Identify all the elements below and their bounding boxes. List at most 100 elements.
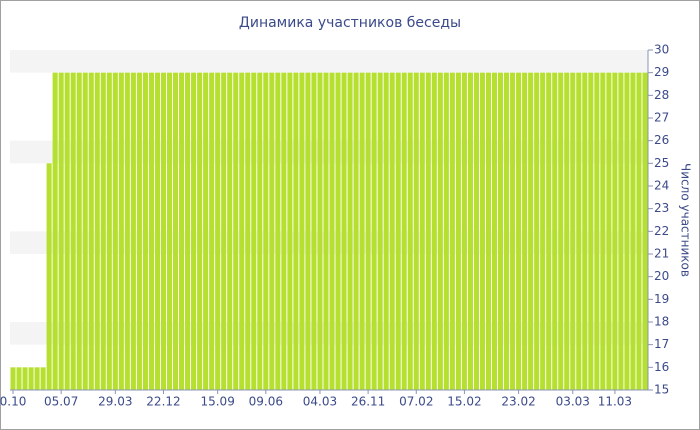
bar <box>425 72 431 391</box>
y-axis-label: Число участников <box>679 163 693 277</box>
y-tick-label: 25 <box>654 156 669 170</box>
bar <box>335 72 341 391</box>
bar <box>341 72 347 391</box>
bar <box>522 72 528 391</box>
bar <box>233 72 239 391</box>
x-tick-label: 26.11 <box>351 395 385 409</box>
x-tick-label: 23.02 <box>501 395 535 409</box>
y-tick-label: 18 <box>654 315 669 329</box>
y-tick-label: 28 <box>654 88 669 102</box>
bar <box>413 72 419 391</box>
bar <box>76 72 82 391</box>
bar <box>148 72 154 391</box>
bar <box>293 72 299 391</box>
bar <box>498 72 504 391</box>
bar <box>46 163 52 390</box>
bar <box>58 72 64 391</box>
bar <box>395 72 401 391</box>
bar <box>94 72 100 391</box>
bar <box>323 72 329 391</box>
bar <box>203 72 209 391</box>
bar <box>437 72 443 391</box>
bar <box>371 72 377 391</box>
bar <box>516 72 522 391</box>
x-tick-label: 15.09 <box>200 395 234 409</box>
bar <box>172 72 179 391</box>
bar <box>317 72 323 391</box>
bar <box>443 72 449 391</box>
bar <box>227 72 233 391</box>
bar <box>239 72 245 391</box>
bar <box>624 72 630 391</box>
bar <box>504 72 510 391</box>
bar <box>491 72 498 391</box>
bar <box>257 72 263 391</box>
bar <box>215 72 221 391</box>
x-tick-label: 11.03 <box>598 395 632 409</box>
bar <box>118 72 124 391</box>
bar <box>546 72 552 391</box>
bar <box>383 72 389 391</box>
bar <box>528 72 534 391</box>
bar <box>401 72 407 391</box>
bar <box>570 72 576 391</box>
bar <box>534 72 540 391</box>
x-tick-label: 04.03 <box>303 395 337 409</box>
bar <box>154 72 160 391</box>
bar <box>461 72 467 391</box>
bar <box>100 72 106 391</box>
bar <box>269 72 275 391</box>
x-tick-label: 22.12 <box>146 395 180 409</box>
y-tick-label: 30 <box>654 43 669 57</box>
bar <box>185 72 191 391</box>
bar <box>221 72 227 391</box>
bar <box>359 72 365 391</box>
bar <box>88 72 94 391</box>
bar <box>606 72 612 391</box>
bar <box>636 72 642 391</box>
bar <box>191 72 197 391</box>
y-tick-label: 27 <box>654 111 669 125</box>
bar <box>287 72 293 391</box>
bar <box>179 72 185 391</box>
y-tick-label: 23 <box>654 201 669 215</box>
bar <box>467 72 473 391</box>
y-tick-label: 17 <box>654 337 669 351</box>
bar <box>449 72 455 391</box>
x-tick-label: 09.06 <box>249 395 283 409</box>
bar <box>136 72 142 391</box>
x-tick-label: 0.10 <box>0 395 26 409</box>
bar <box>419 72 425 391</box>
y-tick-label: 16 <box>654 360 669 374</box>
chart-title: Динамика участников беседы <box>239 15 461 31</box>
bar <box>64 72 70 391</box>
x-tick-label: 29.03 <box>98 395 132 409</box>
bar <box>377 72 383 391</box>
bar <box>600 72 606 391</box>
bar <box>564 72 570 391</box>
bar <box>22 367 28 390</box>
bar <box>28 367 34 390</box>
bar <box>70 72 76 391</box>
bar <box>142 72 148 391</box>
y-tick-label: 20 <box>654 269 669 283</box>
bar <box>630 72 636 391</box>
bar <box>431 72 437 391</box>
bar <box>160 72 167 391</box>
y-tick-label: 21 <box>654 247 669 261</box>
bar <box>275 72 281 391</box>
bar <box>389 72 395 391</box>
bar <box>582 72 588 391</box>
bar <box>347 72 353 391</box>
bar <box>106 72 112 391</box>
bar <box>263 72 269 391</box>
bar <box>365 72 371 391</box>
y-tick-label: 24 <box>654 179 669 193</box>
y-tick-label: 22 <box>654 224 669 238</box>
bar <box>455 72 461 391</box>
bar <box>34 367 40 390</box>
bar <box>197 72 203 391</box>
bar <box>510 72 516 391</box>
y-tick-label: 26 <box>654 133 669 147</box>
